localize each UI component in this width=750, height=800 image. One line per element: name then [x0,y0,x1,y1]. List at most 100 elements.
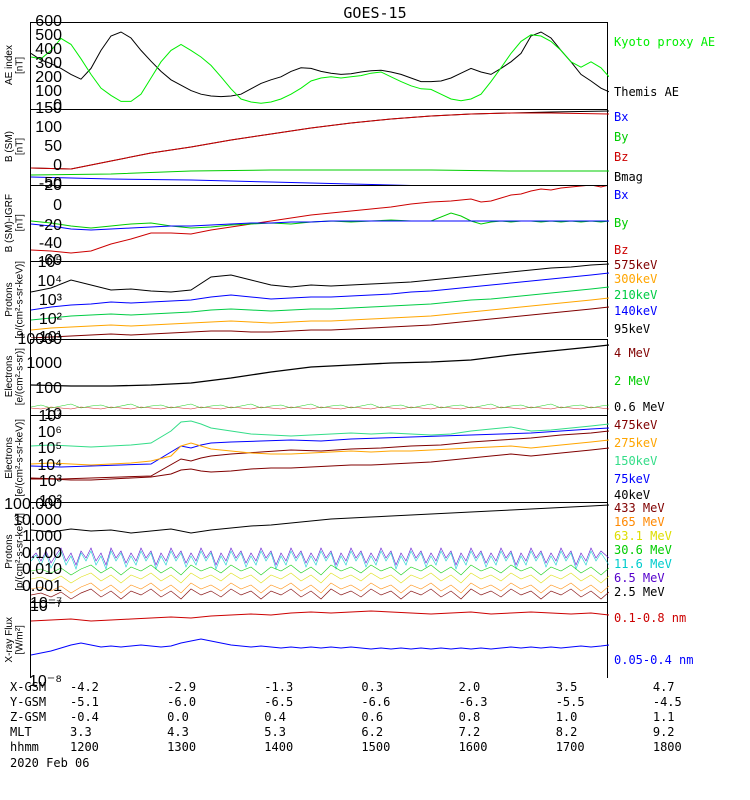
series-95kev [31,264,609,292]
xaxis-label-mlt: MLT [10,725,70,739]
series-306mev-jagged [31,565,609,575]
legend-bmag: Bmag [614,170,643,184]
legend-kyoto-proxy-ae: Kyoto proxy AE [614,35,715,49]
xaxis-val-xgsm-6: 4.7 [653,680,750,694]
xaxis-val-mlt-5: 8.2 [556,725,653,739]
xaxis-val-ygsm-5: -5.5 [556,695,653,709]
series-005-04nm [31,639,609,655]
ylabel-xray: X-ray Flux [W/m²] [0,602,30,678]
legend-ae: Kyoto proxy AE Themis AE [608,22,700,109]
panel-b-igrf: B (SM)-IGRF [nT] Bx By Bz [0,185,750,261]
ylabel-b-sm: B (SM) [nT] [0,109,30,185]
xaxis-val-xgsm-3: 0.3 [361,680,458,694]
legend-by: By [614,130,628,144]
legend-306mev: 30.6 MeV [614,543,672,557]
panel-b-sm: B (SM) [nT] Bx By Bz Bmag [0,109,750,185]
legend-25mev: 2.5 MeV [614,585,665,599]
series-25mev [31,505,609,533]
panel-electrons-mev: Electrons [e/(cm²-s-sr)] 4 MeV 2 MeV 0.6… [0,339,750,415]
xaxis-val-mlt-1: 4.3 [167,725,264,739]
xaxis-val-mlt-0: 3.3 [70,725,167,739]
series-116mev-jagged [31,551,609,569]
legend-xray-flux: 0.1-0.8 nm 0.05-0.4 nm [608,602,700,678]
yticks-electronskev: 10⁷ 10⁶ 10⁵ 10⁴ 10³ 10² [30,416,66,503]
xaxis-val-zgsm-1: 0.0 [167,710,264,724]
xaxis-val-hhmm-4: 1600 [459,740,556,754]
xaxis-val-ygsm-3: -6.6 [361,695,458,709]
legend-210kev: 210keV [614,288,657,302]
yticks-electronsmev: 10000 1000 100 10 [30,339,66,415]
series-210kev [31,287,609,320]
legend-electrons-kev: 475keV 275keV 150keV 75keV 40keV [608,415,700,502]
legend-631mev: 63.1 MeV [614,529,672,543]
xaxis-val-ygsm-1: -6.0 [167,695,264,709]
legend-95kev: 95keV [614,322,650,336]
series-bz [31,113,609,169]
xaxis-val-zgsm-2: 0.4 [264,710,361,724]
series-150kev [31,421,609,447]
legend-475kev: 475keV [614,418,657,432]
yticks-bigrf: 20 0 -20 -40 -60 [30,185,66,261]
xaxis-label-ygsm: Y-GSM [10,695,70,709]
xaxis-val-xgsm-2: -1.3 [264,680,361,694]
legend-40kev: 40keV [614,488,650,502]
xaxis-val-zgsm-3: 0.6 [361,710,458,724]
series-by [31,170,609,175]
ylabel-b-igrf: B (SM)-IGRF [nT] [0,185,30,261]
legend-300kev: 300keV [614,272,657,286]
yticks-xray: 10⁻⁷ 10⁻⁸ [30,605,66,681]
legend-4mev: 4 MeV [614,346,650,360]
panel-protons-mev: Protons [p/(cm²-s-sr-keV)] 433 MeV 165 M… [0,502,750,602]
legend-433mev: 433 MeV [614,501,665,515]
date-label: 2020 Feb 06 [10,754,750,770]
legend-005-04nm: 0.05-0.4 nm [614,653,693,667]
chart-title: GOES-15 [0,0,750,22]
legend-bx: Bx [614,110,628,124]
xaxis-val-hhmm-1: 1300 [167,740,264,754]
legend-165mev: 165 MeV [614,515,665,529]
series-65mev-jagged [31,548,609,565]
legend-116mev: 11.6 MeV [614,557,672,571]
yticks-bsm: 150 100 50 0 -50 [30,108,66,184]
xaxis-val-mlt-6: 9.2 [653,725,750,739]
panel-electrons-kev: Electrons [e/(cm²-s-sr-keV)] 475keV 275k… [0,415,750,502]
series-themis-ae [31,32,609,97]
panel-xray-flux: X-ray Flux [W/m²] 0.1-0.8 nm 0.05-0.4 nm [0,602,750,678]
legend-01-08nm: 0.1-0.8 nm [614,611,686,625]
xaxis-val-hhmm-5: 1700 [556,740,653,754]
series-4mev [31,345,609,386]
legend-75kev: 75keV [614,472,650,486]
xaxis-val-hhmm-2: 1400 [264,740,361,754]
xaxis-val-xgsm-1: -2.9 [167,680,264,694]
legend-protons-mev: 433 MeV 165 MeV 63.1 MeV 30.6 MeV 11.6 M… [608,502,700,602]
xaxis-val-ygsm-6: -4.5 [653,695,750,709]
yticks-protonskev: 10⁵ 10⁴ 10³ 10² 10¹ [30,262,66,338]
xaxis-label-zgsm: Z-GSM [10,710,70,724]
legend-b-igrf: Bx By Bz [608,185,700,261]
panel-ae-index: AE index [nT] Kyoto proxy AE Themis AE [0,22,750,109]
xaxis-val-ygsm-4: -6.3 [459,695,556,709]
bottom-axis: X-GSM -4.2 -2.9 -1.3 0.3 2.0 3.5 4.7 Y-G… [0,678,750,770]
xaxis-val-mlt-3: 6.2 [361,725,458,739]
legend-275kev: 275keV [614,436,657,450]
legend-electrons-mev: 4 MeV 2 MeV 0.6 MeV [608,339,700,415]
xaxis-val-zgsm-0: -0.4 [70,710,167,724]
series-165mev-jagged [31,583,609,593]
series-bmag [31,111,609,169]
ylabel-electrons-mev: Electrons [e/(cm²-s-sr)] [0,339,30,415]
panel-protons-kev: Protons [p/(cm²-s-sr-keV)] 575keV 300keV… [0,261,750,339]
legend-protons-kev: 575keV 300keV 210keV 140keV 95keV [608,261,700,337]
series-575kev [31,307,609,338]
legend-150kev: 150keV [614,454,657,468]
xaxis-val-mlt-2: 5.3 [264,725,361,739]
legend-themis-ae: Themis AE [614,85,679,99]
xaxis-val-xgsm-4: 2.0 [459,680,556,694]
legend-bz: Bz [614,150,628,164]
legend-by-igrf: By [614,216,628,230]
xaxis-val-hhmm-6: 1800 [653,740,750,754]
yticks-ae: 600 500 400 300 200 100 0 [30,20,66,107]
xaxis-label-hhmm: hhmm [10,740,70,754]
series-kyoto-proxy-ae [31,35,609,103]
legend-b-sm: Bx By Bz Bmag [608,109,700,185]
xaxis-val-zgsm-4: 0.8 [459,710,556,724]
